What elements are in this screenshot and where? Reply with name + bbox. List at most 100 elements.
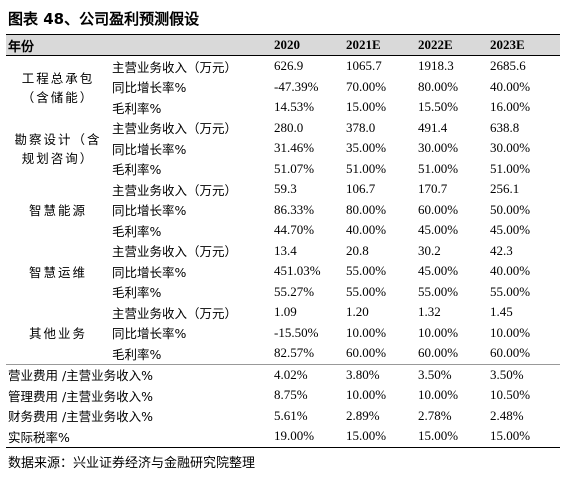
row-item: 主营业务收入（万元） [112, 182, 238, 198]
value-cell: 44.70% [274, 222, 315, 238]
table-row: 勘察设计（含规划咨询） 主营业务收入（万元） 280.0 378.0 491.4 638.… [6, 118, 560, 167]
header-cell: 年份 [6, 34, 273, 56]
value-cell: 80.00% [346, 201, 387, 217]
table-row: 毛利率% 51.07% 51.00% 51.00% 51.00% [6, 159, 560, 180]
header-row: 年份 2020 2021E 2022E 2023E [6, 34, 561, 56]
header-cell: 2020 [272, 34, 345, 56]
value-cell: 19.00% [272, 426, 345, 448]
row-item: 同比增长率% [112, 326, 187, 342]
group-label: 勘察设计（含规划咨询） [14, 132, 102, 167]
value-cell: 15.00% [344, 426, 417, 448]
value-cell: 15.00% [416, 426, 489, 448]
value-cell: 1918.3 [418, 58, 454, 74]
table-row: 同比增长率% -15.50% 10.00% 10.00% 10.00% [6, 323, 560, 344]
row-label: 营业费用 /主营业务收入% [6, 363, 273, 385]
value-cell: 60.00% [346, 345, 387, 361]
table-row: 毛利率% 55.27% 55.00% 55.00% 55.00% [6, 282, 560, 303]
value-cell: 59.3 [274, 181, 297, 197]
row-item: 主营业务收入（万元） [112, 121, 238, 137]
value-cell: 31.46% [274, 140, 315, 156]
table-row: 财务费用 /主营业务收入% 5.61% 2.89% 2.78% 2.48% [6, 406, 560, 427]
value-cell: 106.7 [346, 181, 376, 197]
value-cell: 2.89% [346, 407, 380, 423]
value-cell: 10.50% [490, 387, 531, 403]
value-cell: 16.00% [490, 99, 531, 115]
value-cell: 60.00% [490, 345, 531, 361]
value-cell: 10.00% [346, 387, 387, 403]
value-cell: 10.00% [490, 324, 531, 340]
value-cell: 13.4 [274, 242, 297, 258]
value-cell: 1065.7 [346, 58, 382, 74]
row-label: 实际税率% [6, 426, 273, 448]
table-row: 其他业务 主营业务收入（万元） 1.09 1.20 1.32 1.45 [6, 302, 560, 341]
value-cell: 1.20 [346, 304, 369, 320]
value-cell: -15.50% [274, 324, 319, 340]
value-cell: 86.33% [274, 201, 315, 217]
group-label: 其他业务 [28, 326, 87, 342]
row-item: 毛利率% [112, 100, 162, 116]
value-cell: 378.0 [346, 119, 376, 135]
value-cell: 55.00% [346, 283, 387, 299]
value-cell: 42.3 [490, 242, 513, 258]
value-cell: 8.75% [274, 387, 308, 403]
group-label: 工程总承包（含储能） [21, 70, 95, 105]
row-item: 毛利率% [112, 162, 162, 178]
value-cell: 30.00% [490, 140, 531, 156]
forecast-table: 年份 2020 2021E 2022E 2023E 工程总承包（含储能） 主营业务收入（万… [6, 34, 561, 448]
table-body: 工程总承包（含储能） 主营业务收入（万元） 626.9 1065.7 1918.3 268… [6, 56, 561, 448]
table-row: 智慧运维 主营业务收入（万元） 13.4 20.8 30.2 42.3 [6, 241, 560, 280]
table-row: 工程总承包（含储能） 主营业务收入（万元） 626.9 1065.7 1918.3 268… [6, 56, 560, 105]
value-cell: 40.00% [490, 263, 531, 279]
value-cell: 55.00% [346, 263, 387, 279]
row-item: 毛利率% [112, 346, 162, 362]
value-cell: 55.00% [490, 283, 531, 299]
source: 数据来源：兴业证券经济与金融研究院整理 [8, 456, 256, 471]
table-row: 毛利率% 82.57% 60.00% 60.00% 60.00% [6, 343, 560, 364]
value-cell: 638.8 [490, 119, 520, 135]
value-cell: 14.53% [274, 99, 315, 115]
value-cell: 60.00% [418, 345, 459, 361]
table-row: 同比增长率% 451.03% 55.00% 45.00% 40.00% [6, 261, 560, 282]
value-cell: 3.80% [344, 363, 417, 385]
group-label: 智慧运维 [28, 264, 87, 280]
row-item: 同比增长率% [112, 141, 187, 157]
value-cell: 35.00% [346, 140, 387, 156]
value-cell: 15.00% [346, 99, 387, 115]
table-row: 同比增长率% 31.46% 35.00% 30.00% 30.00% [6, 138, 560, 159]
table-row: 管理费用 /主营业务收入% 8.75% 10.00% 10.00% 10.50% [6, 385, 560, 406]
value-cell: 10.00% [418, 324, 459, 340]
value-cell: 10.00% [418, 387, 459, 403]
table-row: 实际税率% 19.00% 15.00% 15.00% 15.00% [6, 426, 561, 448]
value-cell: 1.45 [490, 304, 513, 320]
value-cell: 2.48% [490, 407, 524, 423]
value-cell: 51.00% [418, 160, 459, 176]
value-cell: 82.57% [274, 345, 315, 361]
value-cell: 40.00% [490, 78, 531, 94]
header-cell: 2023E [488, 34, 561, 56]
value-cell: 50.00% [490, 201, 531, 217]
table-row: 智慧能源 主营业务收入（万元） 59.3 106.7 170.7 256.1 [6, 179, 560, 218]
header-cell: 2021E [344, 34, 417, 56]
value-cell: 51.00% [490, 160, 531, 176]
value-cell: 55.00% [418, 283, 459, 299]
value-cell: 20.8 [346, 242, 369, 258]
value-cell: 280.0 [274, 119, 304, 135]
value-cell: 30.00% [418, 140, 459, 156]
table-row: 毛利率% 44.70% 40.00% 45.00% 45.00% [6, 220, 560, 241]
row-item: 主营业务收入（万元） [112, 59, 238, 75]
row-item: 同比增长率% [112, 264, 187, 280]
value-cell: 15.00% [488, 426, 561, 448]
header-cell: 2022E [416, 34, 489, 56]
value-cell: 2.78% [418, 407, 452, 423]
value-cell: 80.00% [418, 78, 459, 94]
row-item: 毛利率% [112, 223, 162, 239]
value-cell: 51.00% [346, 160, 387, 176]
value-cell: 256.1 [490, 181, 520, 197]
value-cell: 4.02% [272, 363, 345, 385]
value-cell: 30.2 [418, 242, 441, 258]
value-cell: 626.9 [274, 58, 304, 74]
value-cell: 1.32 [418, 304, 441, 320]
value-cell: 451.03% [274, 263, 321, 279]
value-cell: 40.00% [346, 222, 387, 238]
